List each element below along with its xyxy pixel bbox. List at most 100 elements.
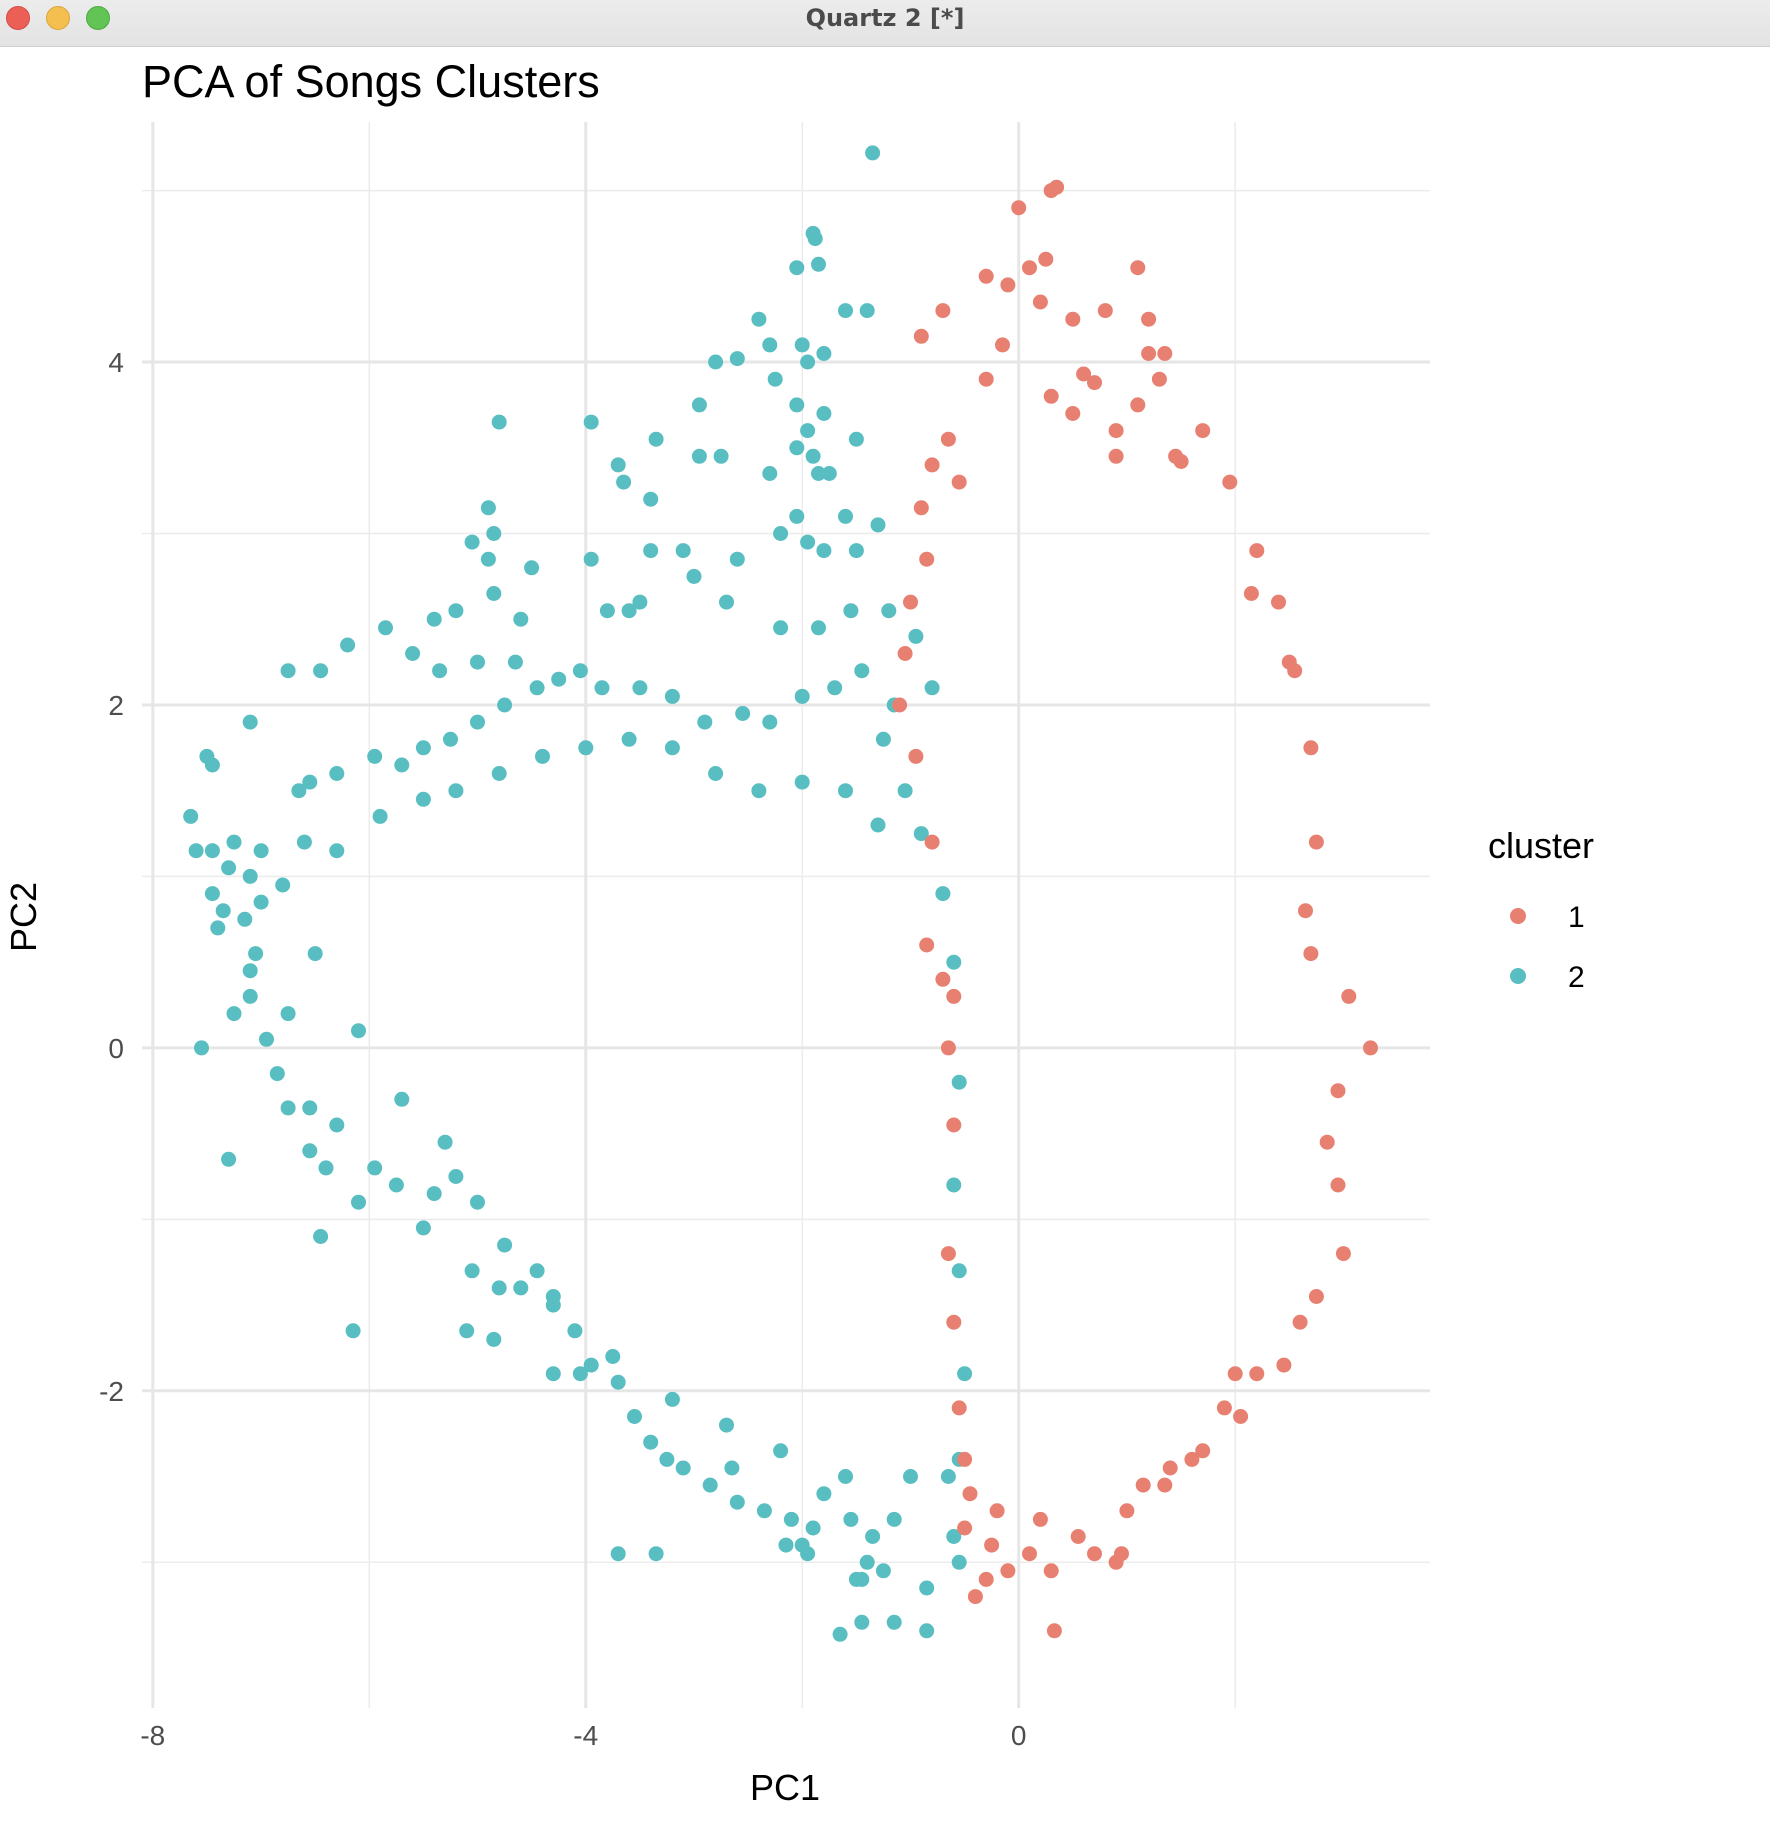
point-cluster-2 <box>719 1417 734 1433</box>
point-cluster-2 <box>351 1194 366 1210</box>
point-cluster-2 <box>762 466 778 481</box>
point-cluster-2 <box>318 1160 334 1176</box>
point-cluster-2 <box>242 868 258 884</box>
point-cluster-2 <box>946 954 962 970</box>
point-cluster-1 <box>1303 740 1319 756</box>
point-cluster-2 <box>340 637 356 653</box>
point-cluster-2 <box>729 1494 745 1510</box>
point-cluster-1 <box>1141 346 1157 361</box>
point-cluster-1 <box>951 474 967 490</box>
point-cluster-1 <box>1000 1563 1016 1579</box>
point-cluster-2 <box>664 688 680 704</box>
point-cluster-2 <box>951 1074 967 1090</box>
point-cluster-2 <box>800 423 816 439</box>
minimize-window-button[interactable] <box>46 6 70 30</box>
point-cluster-2 <box>908 628 924 644</box>
point-cluster-1 <box>940 1246 956 1262</box>
point-cluster-2 <box>794 774 810 790</box>
point-cluster-2 <box>242 714 258 730</box>
window-titlebar: Quartz 2 [*] <box>0 0 1770 47</box>
point-cluster-1 <box>892 697 908 713</box>
point-cluster-2 <box>437 1134 453 1150</box>
point-cluster-2 <box>854 1614 870 1630</box>
point-cluster-2 <box>816 543 832 559</box>
point-cluster-1 <box>946 1117 962 1133</box>
point-cluster-2 <box>675 1460 691 1476</box>
point-cluster-2 <box>491 414 507 430</box>
scatter-chart: PCA of Songs Clusters -8 -4 0 -2 0 2 4 PC1 PC… <box>3 56 1594 1808</box>
point-cluster-2 <box>789 260 805 276</box>
point-cluster-2 <box>253 894 269 910</box>
point-cluster-1 <box>1173 454 1189 469</box>
point-cluster-2 <box>583 551 599 567</box>
point-cluster-2 <box>708 354 724 370</box>
point-cluster-2 <box>621 731 637 747</box>
point-cluster-2 <box>821 466 837 481</box>
point-cluster-1 <box>978 268 994 284</box>
point-cluster-1 <box>940 431 956 447</box>
point-cluster-1 <box>935 971 951 987</box>
point-cluster-2 <box>773 1443 789 1459</box>
point-cluster-1 <box>1216 1400 1232 1416</box>
point-cluster-2 <box>751 783 767 799</box>
point-cluster-2 <box>583 1357 599 1373</box>
point-cluster-1 <box>1108 1554 1124 1570</box>
point-cluster-2 <box>827 680 843 696</box>
point-cluster-2 <box>524 560 540 576</box>
point-cluster-2 <box>729 351 745 367</box>
point-cluster-2 <box>480 500 496 516</box>
point-cluster-2 <box>811 620 826 636</box>
point-cluster-2 <box>567 1323 583 1339</box>
point-cluster-2 <box>513 1280 529 1296</box>
point-cluster-2 <box>545 1366 561 1382</box>
point-cluster-2 <box>946 1177 962 1193</box>
point-cluster-2 <box>811 256 826 272</box>
point-cluster-2 <box>302 1100 318 1116</box>
point-cluster-2 <box>426 611 442 627</box>
point-cluster-1 <box>962 1486 978 1502</box>
point-cluster-1 <box>1222 474 1238 490</box>
point-cluster-2 <box>388 1177 404 1193</box>
point-cluster-1 <box>1130 397 1146 413</box>
point-cluster-2 <box>210 920 226 936</box>
point-cluster-2 <box>621 603 637 619</box>
zoom-window-button[interactable] <box>86 6 110 30</box>
point-cluster-1 <box>913 500 929 516</box>
point-cluster-2 <box>643 543 659 559</box>
point-cluster-2 <box>843 603 859 619</box>
point-cluster-1 <box>1227 1366 1243 1382</box>
point-cluster-2 <box>870 517 886 533</box>
point-cluster-2 <box>415 740 431 756</box>
point-cluster-1 <box>1243 586 1259 601</box>
point-cluster-2 <box>697 714 713 730</box>
point-cluster-2 <box>372 808 388 824</box>
point-cluster-1 <box>946 1314 962 1330</box>
point-cluster-2 <box>762 714 778 730</box>
point-cluster-2 <box>924 680 940 696</box>
point-cluster-2 <box>664 740 680 756</box>
point-cluster-2 <box>313 1229 329 1244</box>
point-cluster-2 <box>675 543 691 559</box>
point-cluster-2 <box>794 337 810 353</box>
close-window-button[interactable] <box>6 6 30 30</box>
point-cluster-2 <box>491 766 507 781</box>
point-cluster-1 <box>1076 366 1092 382</box>
point-cluster-1 <box>978 371 994 387</box>
point-cluster-1 <box>1308 834 1324 850</box>
point-cluster-2 <box>811 466 826 481</box>
point-cluster-2 <box>551 671 567 687</box>
point-cluster-2 <box>594 680 610 696</box>
point-cluster-1 <box>1276 1357 1292 1373</box>
point-cluster-1 <box>1184 1451 1200 1467</box>
point-cluster-2 <box>529 680 545 696</box>
point-cluster-1 <box>984 1537 1000 1553</box>
point-cluster-2 <box>367 1160 383 1176</box>
point-cluster-2 <box>865 1529 881 1544</box>
point-cluster-1 <box>1151 371 1167 387</box>
point-cluster-2 <box>903 1469 918 1484</box>
point-cluster-2 <box>507 654 523 670</box>
point-cluster-2 <box>259 1031 274 1047</box>
y-tick-label: 0 <box>108 1033 124 1064</box>
point-cluster-1 <box>1032 1511 1048 1527</box>
point-cluster-1 <box>1130 260 1146 276</box>
